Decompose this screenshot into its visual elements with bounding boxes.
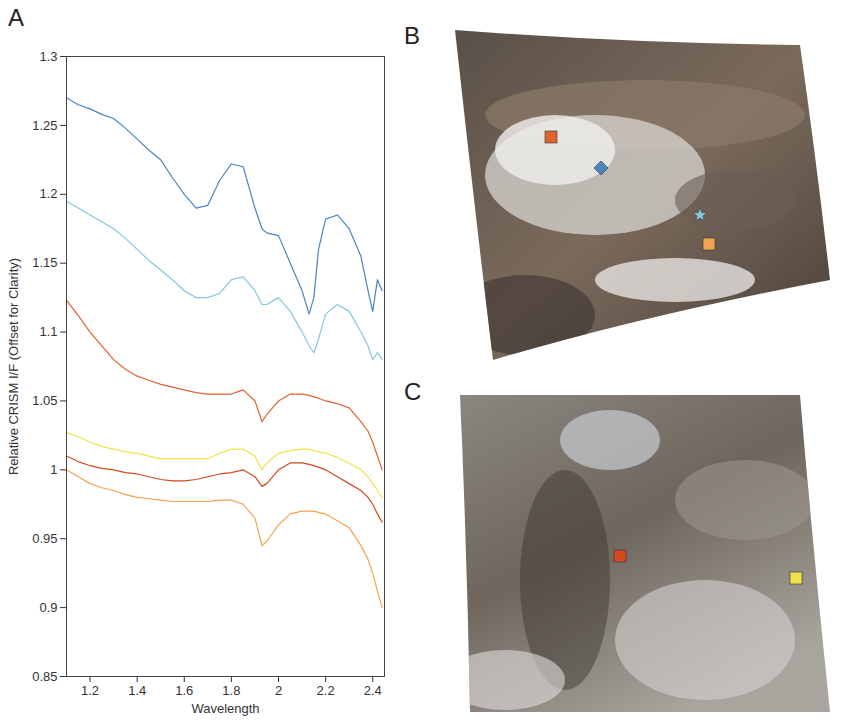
svg-text:1.25: 1.25 xyxy=(32,118,57,133)
svg-text:1.6: 1.6 xyxy=(175,683,193,698)
svg-text:2.2: 2.2 xyxy=(317,683,335,698)
svg-text:1.2: 1.2 xyxy=(81,683,99,698)
html-text:C: C xyxy=(404,378,422,405)
html-text:A: A xyxy=(8,4,24,31)
svg-text:1.1: 1.1 xyxy=(39,324,57,339)
svg-text:0.9: 0.9 xyxy=(39,600,57,615)
svg-text:1.2: 1.2 xyxy=(39,186,57,201)
svg-text:0.95: 0.95 xyxy=(32,531,57,546)
svg-text:1.3: 1.3 xyxy=(39,49,57,64)
svg-text:2: 2 xyxy=(275,683,282,698)
svg-text:1: 1 xyxy=(50,462,57,477)
svg-text:0.85: 0.85 xyxy=(32,669,57,684)
html-text:B: B xyxy=(404,22,420,49)
svg-text:2.4: 2.4 xyxy=(364,683,382,698)
svg-text:1.15: 1.15 xyxy=(32,255,57,270)
svg-text:1.4: 1.4 xyxy=(128,683,146,698)
svg-text:1.05: 1.05 xyxy=(32,393,57,408)
svg-text:1.8: 1.8 xyxy=(222,683,240,698)
svg-text:Relative CRISM I/F (Offset for: Relative CRISM I/F (Offset for Clarity) xyxy=(6,258,21,475)
svg-text:Wavelength: Wavelength xyxy=(191,701,259,716)
